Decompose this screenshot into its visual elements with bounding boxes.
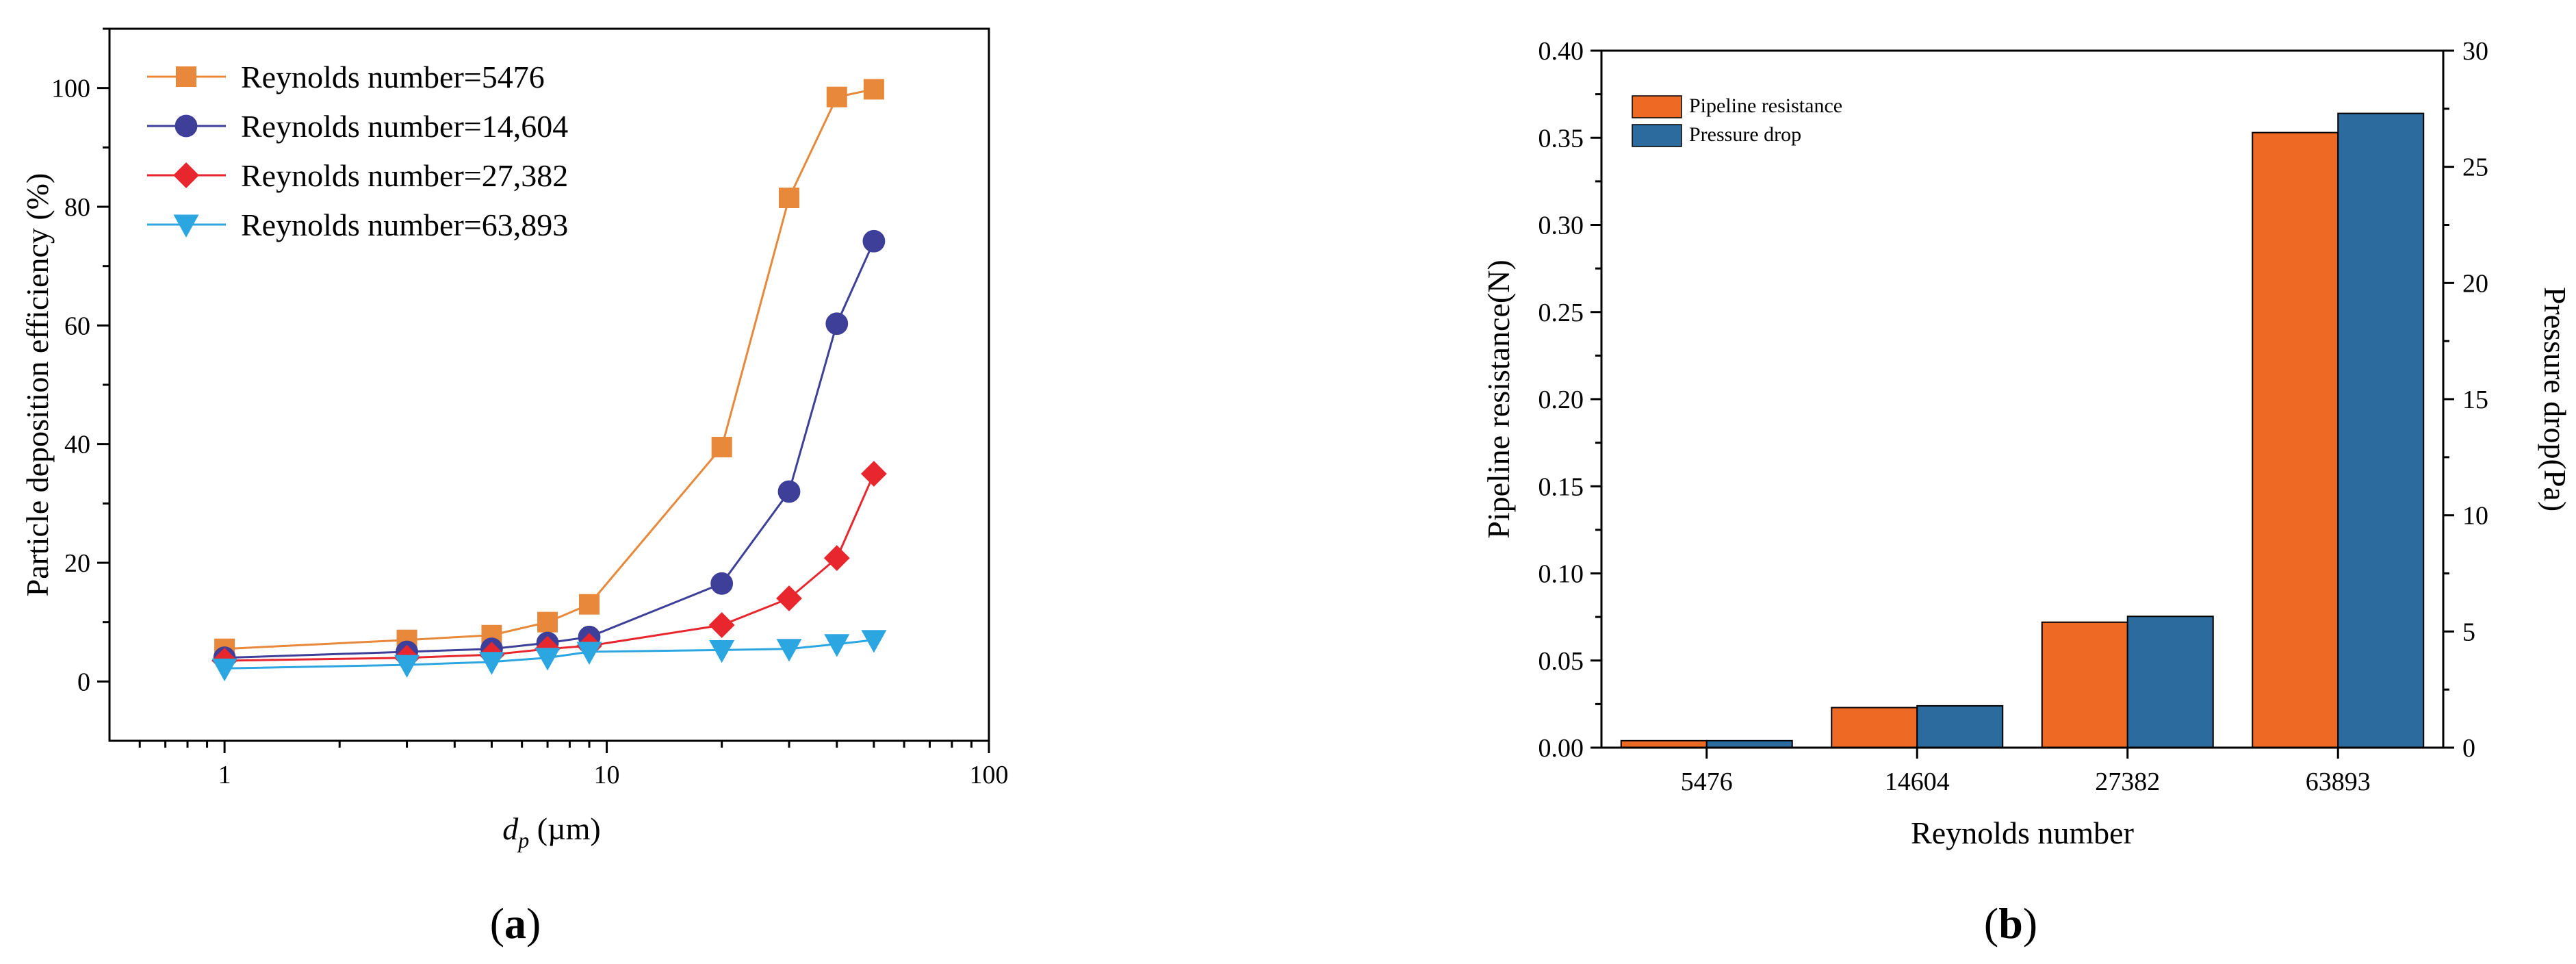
chart-a-data-point-s4 xyxy=(709,639,735,663)
chart-a-panel-label: (a) xyxy=(490,899,541,948)
chart-a-data-point-s1 xyxy=(779,188,800,208)
chart-b-x-axis-title: Reynolds number xyxy=(1911,815,2134,850)
chart-a-legend-label: Reynolds number=5476 xyxy=(241,60,545,94)
chart-a-y-tick-label: 20 xyxy=(64,549,90,578)
chart-b-x-tick-label: 5476 xyxy=(1681,768,1733,796)
chart-b-y-tick-label: 0.15 xyxy=(1538,472,1584,501)
chart-a-data-point-s2 xyxy=(825,312,849,335)
chart-b-y-tick-label: 0.25 xyxy=(1538,299,1584,327)
chart-a-data-point-s4 xyxy=(394,655,420,678)
chart-a-x-tick-label: 10 xyxy=(594,761,620,789)
chart-a-legend-marker xyxy=(173,214,199,238)
chart-b-plot-frame xyxy=(1600,49,2445,749)
chart-b-y-tick-label: 0.35 xyxy=(1538,124,1584,153)
chart-b-y-tick-label: 0.40 xyxy=(1538,37,1584,66)
chart-b-y2-tick-label: 20 xyxy=(2462,269,2488,298)
chart-b-bar-resistance xyxy=(1620,739,1708,748)
chart-b-panel-label: (b) xyxy=(1984,899,2037,948)
chart-b-bar-pressure-drop xyxy=(1916,705,2004,749)
chart-b-ticks: 5476 14604 27382 63893 0.00 0.05 0.10 0.15 0.20 0… xyxy=(1538,37,2489,796)
chart-a-x-axis-title: dp (µm) xyxy=(502,811,600,852)
chart-a-legend-marker xyxy=(173,162,199,188)
chart-b-y-tick-label: 0.10 xyxy=(1538,560,1584,589)
chart-b-y-tick-label: 0.20 xyxy=(1538,385,1584,414)
chart-b-y-axis-title: Pipeline resistance(N) xyxy=(1481,259,1516,538)
chart-b-bars xyxy=(1620,112,2425,749)
chart-a-data-point-s1 xyxy=(826,86,847,107)
chart-a-data-point-s1 xyxy=(863,79,884,100)
chart-b-bar-resistance xyxy=(1831,707,1918,748)
chart-a-ticks: 1 10 100 0 20 40 60 80 100 xyxy=(51,27,1009,789)
chart-b-x-tick-label: 27382 xyxy=(2095,768,2160,796)
chart-b-legend-label: Pressure drop xyxy=(1689,123,1801,146)
chart-a-data-point-s4 xyxy=(776,639,802,662)
chart-a-data-point-s4 xyxy=(534,648,561,671)
chart-b-y-tick-label: 0.30 xyxy=(1538,212,1584,240)
chart-a-data-point-s2 xyxy=(862,229,886,253)
chart-a-legend-label: Reynolds number=27,382 xyxy=(241,158,568,193)
chart-a-y-tick-label: 60 xyxy=(64,312,90,340)
chart-a-y-tick-label: 80 xyxy=(64,193,90,222)
chart-a-y-tick-label: 100 xyxy=(51,75,90,103)
chart-b-x-tick-label: 14604 xyxy=(1885,768,1950,796)
chart-a-x-tick-label: 100 xyxy=(970,761,1009,789)
chart-b-y-tick-label: 0.05 xyxy=(1538,647,1584,676)
chart-b: 5476 14604 27382 63893 0.00 0.05 0.10 0.15 0.20 0… xyxy=(1481,37,2573,948)
chart-a-legend-label: Reynolds number=63,893 xyxy=(241,207,568,242)
chart-b-y2-axis-title: Pressure drop(Pa) xyxy=(2538,287,2573,511)
chart-b-x-tick-label: 63893 xyxy=(2306,768,2371,796)
chart-a-data-point-s1 xyxy=(579,594,600,615)
chart-a-x-tick-label: 1 xyxy=(218,761,231,789)
chart-a-data-point-s4 xyxy=(824,634,850,657)
chart-a-data-point-s3 xyxy=(860,461,887,487)
chart-b-y2-tick-label: 5 xyxy=(2462,618,2475,646)
chart-b-y-tick-label: 0.00 xyxy=(1538,734,1584,763)
chart-a-data-point-s1 xyxy=(537,611,558,633)
chart-a-series xyxy=(211,79,887,682)
chart-a: 1 10 100 0 20 40 60 80 100 Particle deposition e… xyxy=(20,27,1009,948)
chart-a-legend: Reynolds number=5476 Reynolds number=14,6… xyxy=(147,60,568,242)
chart-b-y2-tick-label: 15 xyxy=(2462,385,2488,414)
chart-b-bar-pressure-drop xyxy=(2126,616,2214,748)
chart-b-bar-pressure-drop xyxy=(2337,112,2425,748)
chart-a-data-point-s4 xyxy=(478,652,504,675)
chart-a-data-point-s3 xyxy=(708,612,735,638)
chart-a-legend-marker xyxy=(175,114,198,138)
chart-a-legend-label: Reynolds number=14,604 xyxy=(241,109,568,144)
chart-b-bar-resistance xyxy=(2252,131,2339,749)
chart-b-y2-tick-label: 25 xyxy=(2462,153,2488,182)
chart-a-y-axis-title: Particle deposition efficiency (%) xyxy=(20,173,55,597)
chart-a-data-point-s3 xyxy=(776,585,802,611)
chart-a-data-point-s4 xyxy=(211,658,237,682)
chart-a-y-tick-label: 40 xyxy=(64,431,90,459)
chart-b-legend-swatch xyxy=(1632,95,1682,118)
chart-a-plot-frame xyxy=(108,27,990,742)
chart-a-legend-marker xyxy=(176,66,196,87)
chart-a-data-point-s3 xyxy=(823,545,850,571)
chart-a-data-point-s2 xyxy=(777,480,801,503)
chart-b-legend: Pipeline resistance Pressure drop xyxy=(1632,94,1842,147)
chart-b-y2-tick-label: 0 xyxy=(2462,734,2475,763)
chart-b-y2-tick-label: 30 xyxy=(2462,37,2488,66)
chart-a-data-point-s2 xyxy=(710,572,734,595)
chart-a-data-point-s4 xyxy=(576,642,602,665)
chart-b-bar-resistance xyxy=(2041,621,2128,749)
chart-b-bar-pressure-drop xyxy=(1705,739,1793,748)
chart-a-data-point-s1 xyxy=(711,437,732,457)
chart-a-y-tick-label: 0 xyxy=(77,668,90,696)
chart-a-data-point-s4 xyxy=(861,630,887,653)
chart-b-legend-label: Pipeline resistance xyxy=(1689,94,1842,117)
chart-b-y2-tick-label: 10 xyxy=(2462,502,2488,531)
chart-b-legend-swatch xyxy=(1632,124,1682,147)
